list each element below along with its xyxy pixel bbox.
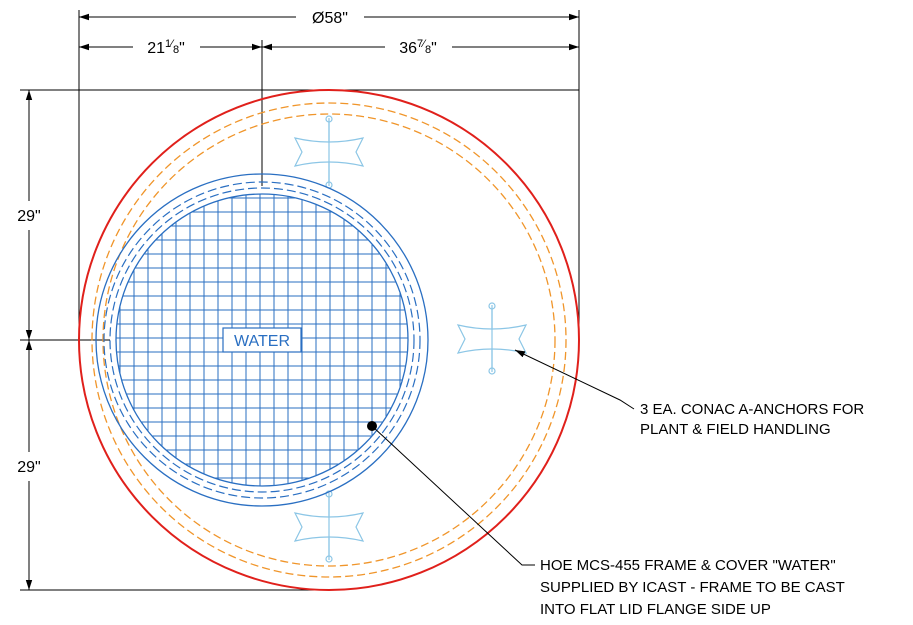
lid-outer-edge [78, 89, 580, 591]
anchor-bottom [293, 490, 365, 563]
anchor-note-line-2: PLANT & FIELD HANDLING [640, 421, 831, 438]
frame-dashed-outer [103, 181, 421, 499]
anchor-note-line-1: 3 EA. CONAC A-ANCHORS FOR [640, 401, 864, 418]
leader-lines [371, 349, 635, 566]
lower-half-label: 29" [17, 459, 40, 476]
frame-note-line-1: HOE MCS-455 FRAME & COVER "WATER" [540, 557, 836, 574]
overall-diameter-label: Ø58" [312, 10, 348, 27]
frame-leader [371, 425, 535, 566]
orange-dashed-outer [91, 102, 567, 578]
anchor-top [293, 115, 365, 189]
orange-dashed-inner [102, 113, 556, 567]
anchor-right [456, 302, 528, 375]
frame-outer-ring [95, 173, 429, 507]
frame-leader-dot [367, 421, 377, 431]
upper-half-label: 29" [17, 208, 40, 225]
anchor-leader [514, 349, 635, 410]
right-offset-label: 367⁄8" [399, 38, 437, 57]
frame-note-line-2: SUPPLIED BY ICAST - FRAME TO BE CAST [540, 579, 845, 596]
cover-label: WATER [234, 333, 290, 350]
cover-label-box [222, 327, 302, 353]
left-offset-label: 211⁄8" [147, 38, 185, 57]
dimension-lines [20, 10, 580, 591]
frame-dashed-inner [109, 187, 415, 493]
frame-note-line-3: INTO FLAT LID FLANGE SIDE UP [540, 601, 771, 618]
cover-edge [115, 193, 409, 487]
